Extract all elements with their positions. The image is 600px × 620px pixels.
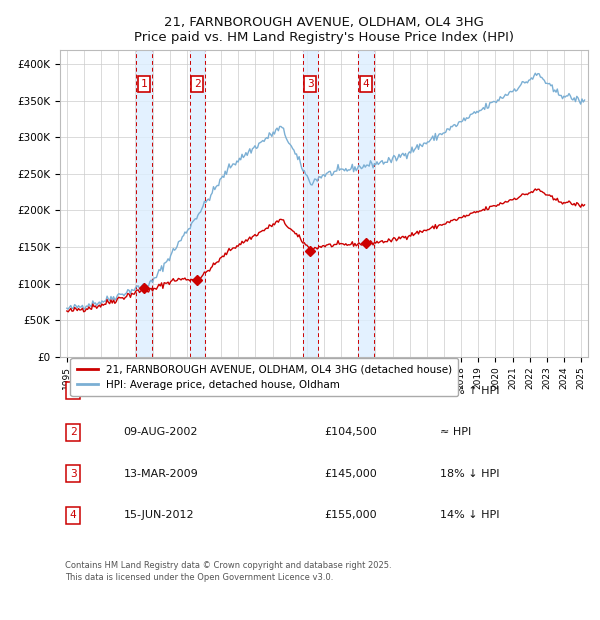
Text: 13-MAR-2009: 13-MAR-2009 bbox=[124, 469, 198, 479]
Text: 25% ↑ HPI: 25% ↑ HPI bbox=[440, 386, 500, 396]
Text: £93,950: £93,950 bbox=[324, 386, 370, 396]
Text: 3: 3 bbox=[307, 79, 314, 89]
Text: 15-JUN-2012: 15-JUN-2012 bbox=[124, 510, 194, 520]
Text: 18% ↓ HPI: 18% ↓ HPI bbox=[440, 469, 500, 479]
Text: 4: 4 bbox=[70, 510, 77, 520]
Text: £145,000: £145,000 bbox=[324, 469, 377, 479]
Bar bbox=[302, 50, 318, 356]
Text: 14% ↓ HPI: 14% ↓ HPI bbox=[440, 510, 500, 520]
Text: £155,000: £155,000 bbox=[324, 510, 377, 520]
Title: 21, FARNBOROUGH AVENUE, OLDHAM, OL4 3HG
Price paid vs. HM Land Registry's House : 21, FARNBOROUGH AVENUE, OLDHAM, OL4 3HG … bbox=[134, 16, 514, 44]
Legend: 21, FARNBOROUGH AVENUE, OLDHAM, OL4 3HG (detached house), HPI: Average price, de: 21, FARNBOROUGH AVENUE, OLDHAM, OL4 3HG … bbox=[70, 358, 458, 396]
Bar bbox=[190, 50, 205, 356]
Text: 2: 2 bbox=[70, 427, 77, 437]
Text: 3: 3 bbox=[70, 469, 77, 479]
Text: 4: 4 bbox=[363, 79, 370, 89]
Bar bbox=[136, 50, 152, 356]
Text: 1: 1 bbox=[140, 79, 147, 89]
Text: £104,500: £104,500 bbox=[324, 427, 377, 437]
Text: ≈ HPI: ≈ HPI bbox=[440, 427, 472, 437]
Text: 2: 2 bbox=[194, 79, 200, 89]
Text: 1: 1 bbox=[70, 386, 77, 396]
Text: Contains HM Land Registry data © Crown copyright and database right 2025.
This d: Contains HM Land Registry data © Crown c… bbox=[65, 560, 392, 582]
Text: 25-JUN-1999: 25-JUN-1999 bbox=[124, 386, 194, 396]
Bar bbox=[358, 50, 374, 356]
Text: 09-AUG-2002: 09-AUG-2002 bbox=[124, 427, 198, 437]
